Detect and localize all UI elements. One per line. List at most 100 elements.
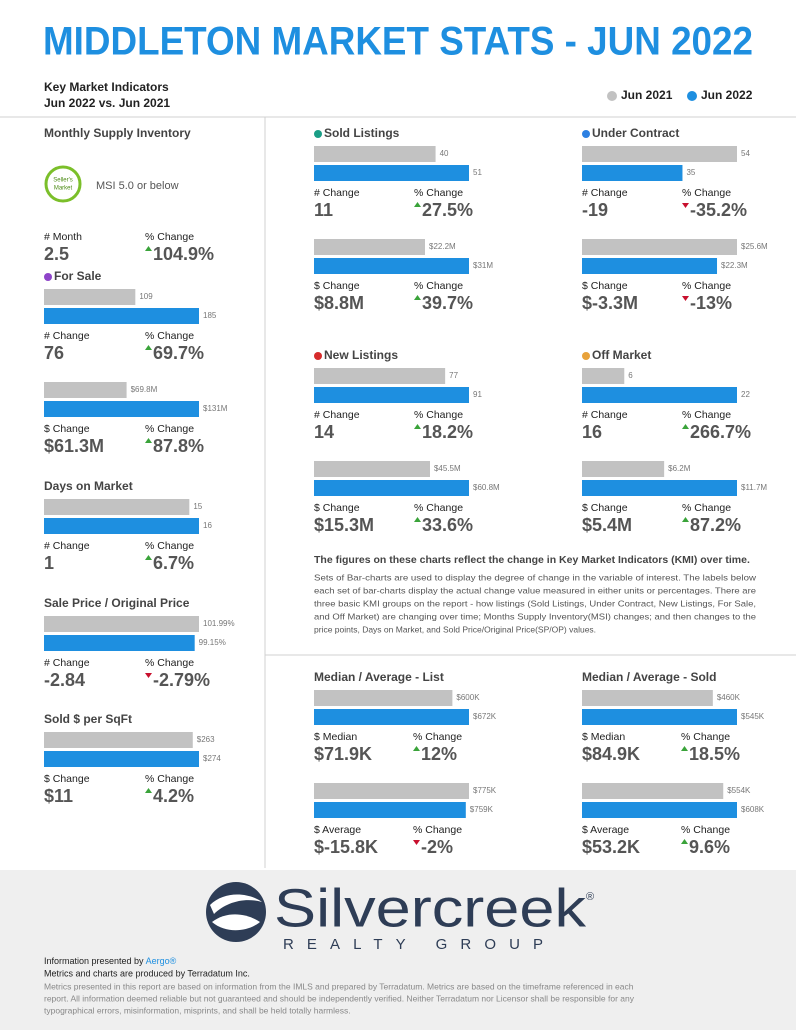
bar-label: 35 <box>686 168 695 177</box>
disclaimer-line: typographical errors, misinformation, mi… <box>44 1005 351 1015</box>
change-label: % Change <box>413 824 462 836</box>
change-label: $ Change <box>582 280 628 292</box>
explanation-line: each set of bar-charts display the actua… <box>314 585 756 595</box>
bar <box>314 783 469 799</box>
presented-by: Information presented by Aergo® <box>44 956 177 966</box>
arrow-up <box>682 424 689 429</box>
bar-label: $22.2M <box>429 242 456 251</box>
panel-title: Sold $ per SqFt <box>44 712 132 726</box>
change-label: % Change <box>145 540 194 552</box>
change-value: 87.2% <box>690 515 741 535</box>
bar-label: $69.8M <box>131 385 158 394</box>
change-label: % Change <box>145 657 194 669</box>
bar-label: $31M <box>473 261 493 270</box>
bar-label: $460K <box>717 693 741 702</box>
panel-title: Off Market <box>592 348 651 362</box>
bar-label: 22 <box>741 390 750 399</box>
change-value: 76 <box>44 343 64 363</box>
change-value: 1 <box>44 553 54 573</box>
change-value: 11 <box>314 200 333 220</box>
bar-label: 91 <box>473 390 482 399</box>
bar-label: $45.5M <box>434 464 461 473</box>
arrow-up <box>145 345 152 350</box>
change-value: 18.5% <box>689 744 740 764</box>
change-value: $11 <box>44 786 73 806</box>
bar <box>314 239 425 255</box>
arrow-up <box>682 517 689 522</box>
arrow-down <box>413 840 420 845</box>
change-value: 9.6% <box>689 837 730 857</box>
change-value: 69.7% <box>153 343 204 363</box>
badge-text: Market <box>54 186 73 192</box>
change-label: $ Change <box>44 423 90 435</box>
bar <box>582 165 683 181</box>
change-value: -35.2% <box>690 200 747 220</box>
bar <box>44 518 199 534</box>
change-value: $71.9K <box>314 744 372 764</box>
change-label: # Month <box>44 231 82 243</box>
change-label: $ Median <box>314 731 357 743</box>
change-label: # Change <box>44 540 90 552</box>
bar <box>314 387 469 403</box>
bar <box>44 308 199 324</box>
bar <box>44 616 199 632</box>
change-label: % Change <box>145 330 194 342</box>
bar <box>314 480 469 496</box>
bar <box>582 480 737 496</box>
bar <box>44 382 127 398</box>
change-label: $ Change <box>582 502 628 514</box>
change-value: $15.3M <box>314 515 374 535</box>
footer-band <box>0 870 796 1030</box>
panel-dot <box>582 130 590 138</box>
bar-label: 15 <box>193 502 202 511</box>
change-label: % Change <box>682 502 731 514</box>
arrow-up <box>145 788 152 793</box>
produced-by: Metrics and charts are produced by Terra… <box>44 968 250 978</box>
panel-title: Under Contract <box>592 126 679 140</box>
presenter[interactable]: Aergo® <box>146 956 177 966</box>
bar-label: $22.3M <box>721 261 748 270</box>
bar <box>44 499 190 515</box>
arrow-up <box>414 295 421 300</box>
change-label: % Change <box>145 773 194 785</box>
change-label: $ Change <box>314 280 360 292</box>
bar <box>44 732 193 748</box>
bar-label: $131M <box>203 404 228 413</box>
change-label: % Change <box>414 187 463 199</box>
bar-label: 109 <box>139 292 153 301</box>
panel-dot <box>44 273 52 281</box>
explanation-line: price points, Days on Market, and Sold P… <box>314 624 596 634</box>
change-label: # Change <box>44 330 90 342</box>
arrow-up <box>414 202 421 207</box>
bar-label: $274 <box>203 754 221 763</box>
change-value: -2% <box>421 837 453 857</box>
logo-text: Silvercreek <box>274 878 587 938</box>
bar <box>314 258 469 274</box>
arrow-up <box>145 555 152 560</box>
change-label: % Change <box>414 502 463 514</box>
bar-label: $545K <box>741 712 765 721</box>
change-label: $ Average <box>314 824 361 836</box>
bar-label: 6 <box>628 371 633 380</box>
change-label: # Change <box>44 657 90 669</box>
arrow-down <box>682 203 689 208</box>
explanation-heading: The figures on these charts reflect the … <box>314 554 750 566</box>
panel-title: Sale Price / Original Price <box>44 596 190 610</box>
logo-swoosh <box>212 914 260 931</box>
change-label: % Change <box>145 423 194 435</box>
change-label: % Change <box>681 824 730 836</box>
bar-label: $263 <box>197 735 215 744</box>
legend-label: Jun 2022 <box>701 88 753 102</box>
disclaimer-line: report. All information deemed reliable … <box>44 993 635 1003</box>
change-value: 266.7% <box>690 422 751 442</box>
legend-swatch <box>607 91 617 101</box>
change-value: $-3.3M <box>582 293 638 313</box>
bar <box>44 751 199 767</box>
bar <box>314 146 436 162</box>
bar <box>314 368 446 384</box>
change-label: % Change <box>682 280 731 292</box>
change-value: $-15.8K <box>314 837 378 857</box>
msi-title: Monthly Supply Inventory <box>44 126 191 140</box>
change-value: 87.8% <box>153 436 204 456</box>
badge <box>44 165 82 203</box>
